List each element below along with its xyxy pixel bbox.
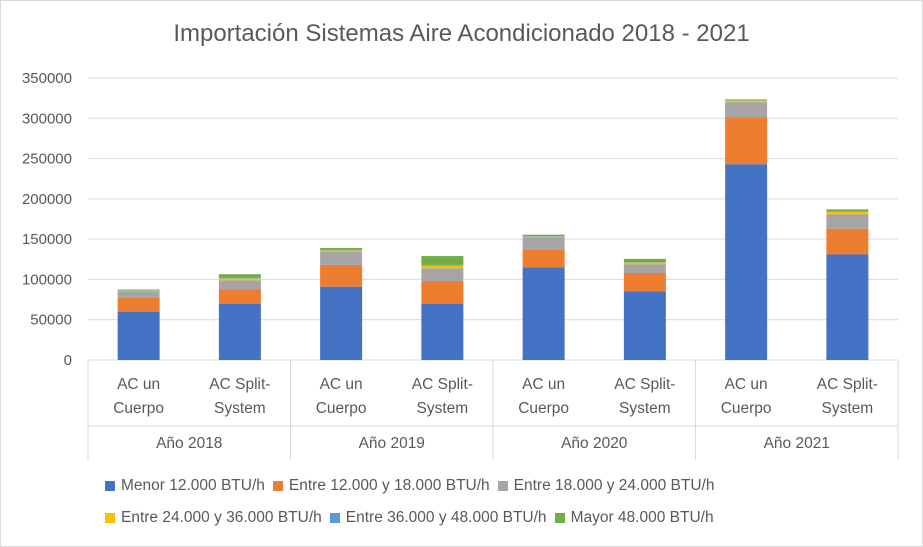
bar-segment	[421, 303, 464, 360]
bar-segment	[421, 265, 464, 269]
legend-label: Entre 24.000 y 36.000 BTU/h	[121, 509, 322, 526]
bar-segment	[826, 209, 869, 211]
x-group-label: Año 2019	[359, 435, 425, 452]
bar-segment	[522, 236, 565, 238]
x-category-label: System	[822, 400, 874, 417]
bar-segment	[522, 249, 565, 268]
bar-segment	[117, 290, 160, 292]
bar-segment	[725, 102, 768, 118]
bar-segment	[623, 264, 666, 273]
bar-segment	[117, 289, 160, 291]
bar-segment	[623, 258, 666, 263]
bar-segment	[218, 274, 261, 279]
x-category-label: AC Split-	[209, 376, 270, 393]
bar-segment	[826, 214, 869, 229]
bar-segment	[320, 250, 363, 253]
legend-row-2: Entre 24.000 y 36.000 BTU/h Entre 36.000…	[105, 502, 885, 534]
bar-segment	[623, 262, 666, 265]
bar-segment	[725, 99, 768, 101]
bar-segment	[218, 280, 261, 290]
x-category-label: AC un	[522, 376, 565, 393]
x-category-label: AC un	[725, 376, 768, 393]
bar-segment	[522, 237, 565, 250]
legend-swatch	[329, 513, 340, 523]
legend-row-1: Menor 12.000 BTU/h Entre 12.000 y 18.000…	[105, 470, 885, 502]
bar-segment	[421, 256, 464, 265]
legend-item-menor-12000: Menor 12.000 BTU/h	[105, 477, 265, 495]
x-category-label: System	[214, 400, 266, 417]
legend-item-mayor-48000: Mayor 48.000 BTU/h	[554, 509, 714, 527]
x-category-label: Cuerpo	[518, 400, 569, 417]
legend-label: Entre 12.000 y 18.000 BTU/h	[288, 477, 490, 494]
x-group-label: Año 2018	[156, 435, 222, 452]
bar-segment	[421, 281, 464, 304]
bar-segment	[826, 254, 869, 360]
x-category-label: Cuerpo	[721, 400, 772, 417]
legend-swatch	[554, 513, 565, 523]
bar-segment	[320, 249, 363, 251]
legend-label: Menor 12.000 BTU/h	[121, 477, 265, 494]
chart-title: Importación Sistemas Aire Acondicionado …	[173, 20, 750, 47]
y-tick-label: 100000	[22, 271, 72, 288]
x-category-label: AC Split-	[412, 376, 473, 393]
bar-segment	[421, 268, 464, 282]
bar-segment	[725, 100, 768, 103]
y-tick-label: 0	[64, 352, 72, 369]
bar-segment	[725, 117, 768, 165]
bar-segment	[522, 267, 565, 360]
x-group-label: Año 2021	[764, 435, 830, 452]
legend-label: Mayor 48.000 BTU/h	[570, 509, 714, 526]
y-tick-label: 250000	[22, 151, 72, 168]
bar-segment	[218, 289, 261, 304]
bar-segment	[421, 264, 464, 266]
x-category-label: AC un	[117, 376, 160, 393]
x-category-label: AC Split-	[817, 376, 878, 393]
x-category-label: System	[619, 400, 671, 417]
legend-item-36000-48000: Entre 36.000 y 48.000 BTU/h	[329, 509, 547, 527]
bar-segment	[320, 248, 363, 250]
legend-item-18000-24000: Entre 18.000 y 24.000 BTU/h	[497, 477, 715, 495]
bar-segment	[218, 278, 261, 281]
x-category-label: AC Split-	[614, 376, 675, 393]
y-tick-label: 50000	[30, 312, 72, 329]
bar-segment	[522, 234, 565, 237]
bar-segment	[826, 210, 869, 212]
legend-label: Entre 36.000 y 48.000 BTU/h	[345, 509, 547, 526]
bar-segment	[320, 264, 363, 287]
legend-label: Entre 18.000 y 24.000 BTU/h	[513, 477, 715, 494]
bar-segment	[320, 252, 363, 265]
y-tick-label: 300000	[22, 110, 72, 127]
bar-segment	[117, 291, 160, 298]
bar-segment	[117, 297, 160, 312]
bar-segment	[117, 311, 160, 360]
bar-segment	[623, 291, 666, 360]
legend-swatch	[105, 481, 115, 491]
y-tick-label: 200000	[22, 191, 72, 208]
chart-legend: Menor 12.000 BTU/h Entre 12.000 y 18.000…	[105, 470, 885, 534]
x-group-label: Año 2020	[561, 435, 628, 452]
bar-segment	[826, 228, 869, 255]
legend-swatch	[105, 513, 115, 523]
x-category-label: AC un	[320, 376, 363, 393]
legend-swatch	[272, 481, 283, 491]
legend-swatch	[497, 481, 508, 491]
legend-item-12000-18000: Entre 12.000 y 18.000 BTU/h	[272, 477, 490, 495]
legend-item-24000-36000: Entre 24.000 y 36.000 BTU/h	[105, 509, 322, 527]
x-category-label: System	[417, 400, 469, 417]
x-category-label: Cuerpo	[113, 400, 164, 417]
bar-segment	[623, 272, 666, 292]
y-tick-label: 350000	[22, 70, 72, 87]
y-tick-label: 150000	[22, 231, 72, 248]
bar-segment	[826, 211, 869, 215]
bar-segment	[320, 286, 363, 360]
x-category-label: Cuerpo	[316, 400, 367, 417]
bar-segment	[218, 303, 261, 360]
bar-segment	[725, 164, 768, 360]
